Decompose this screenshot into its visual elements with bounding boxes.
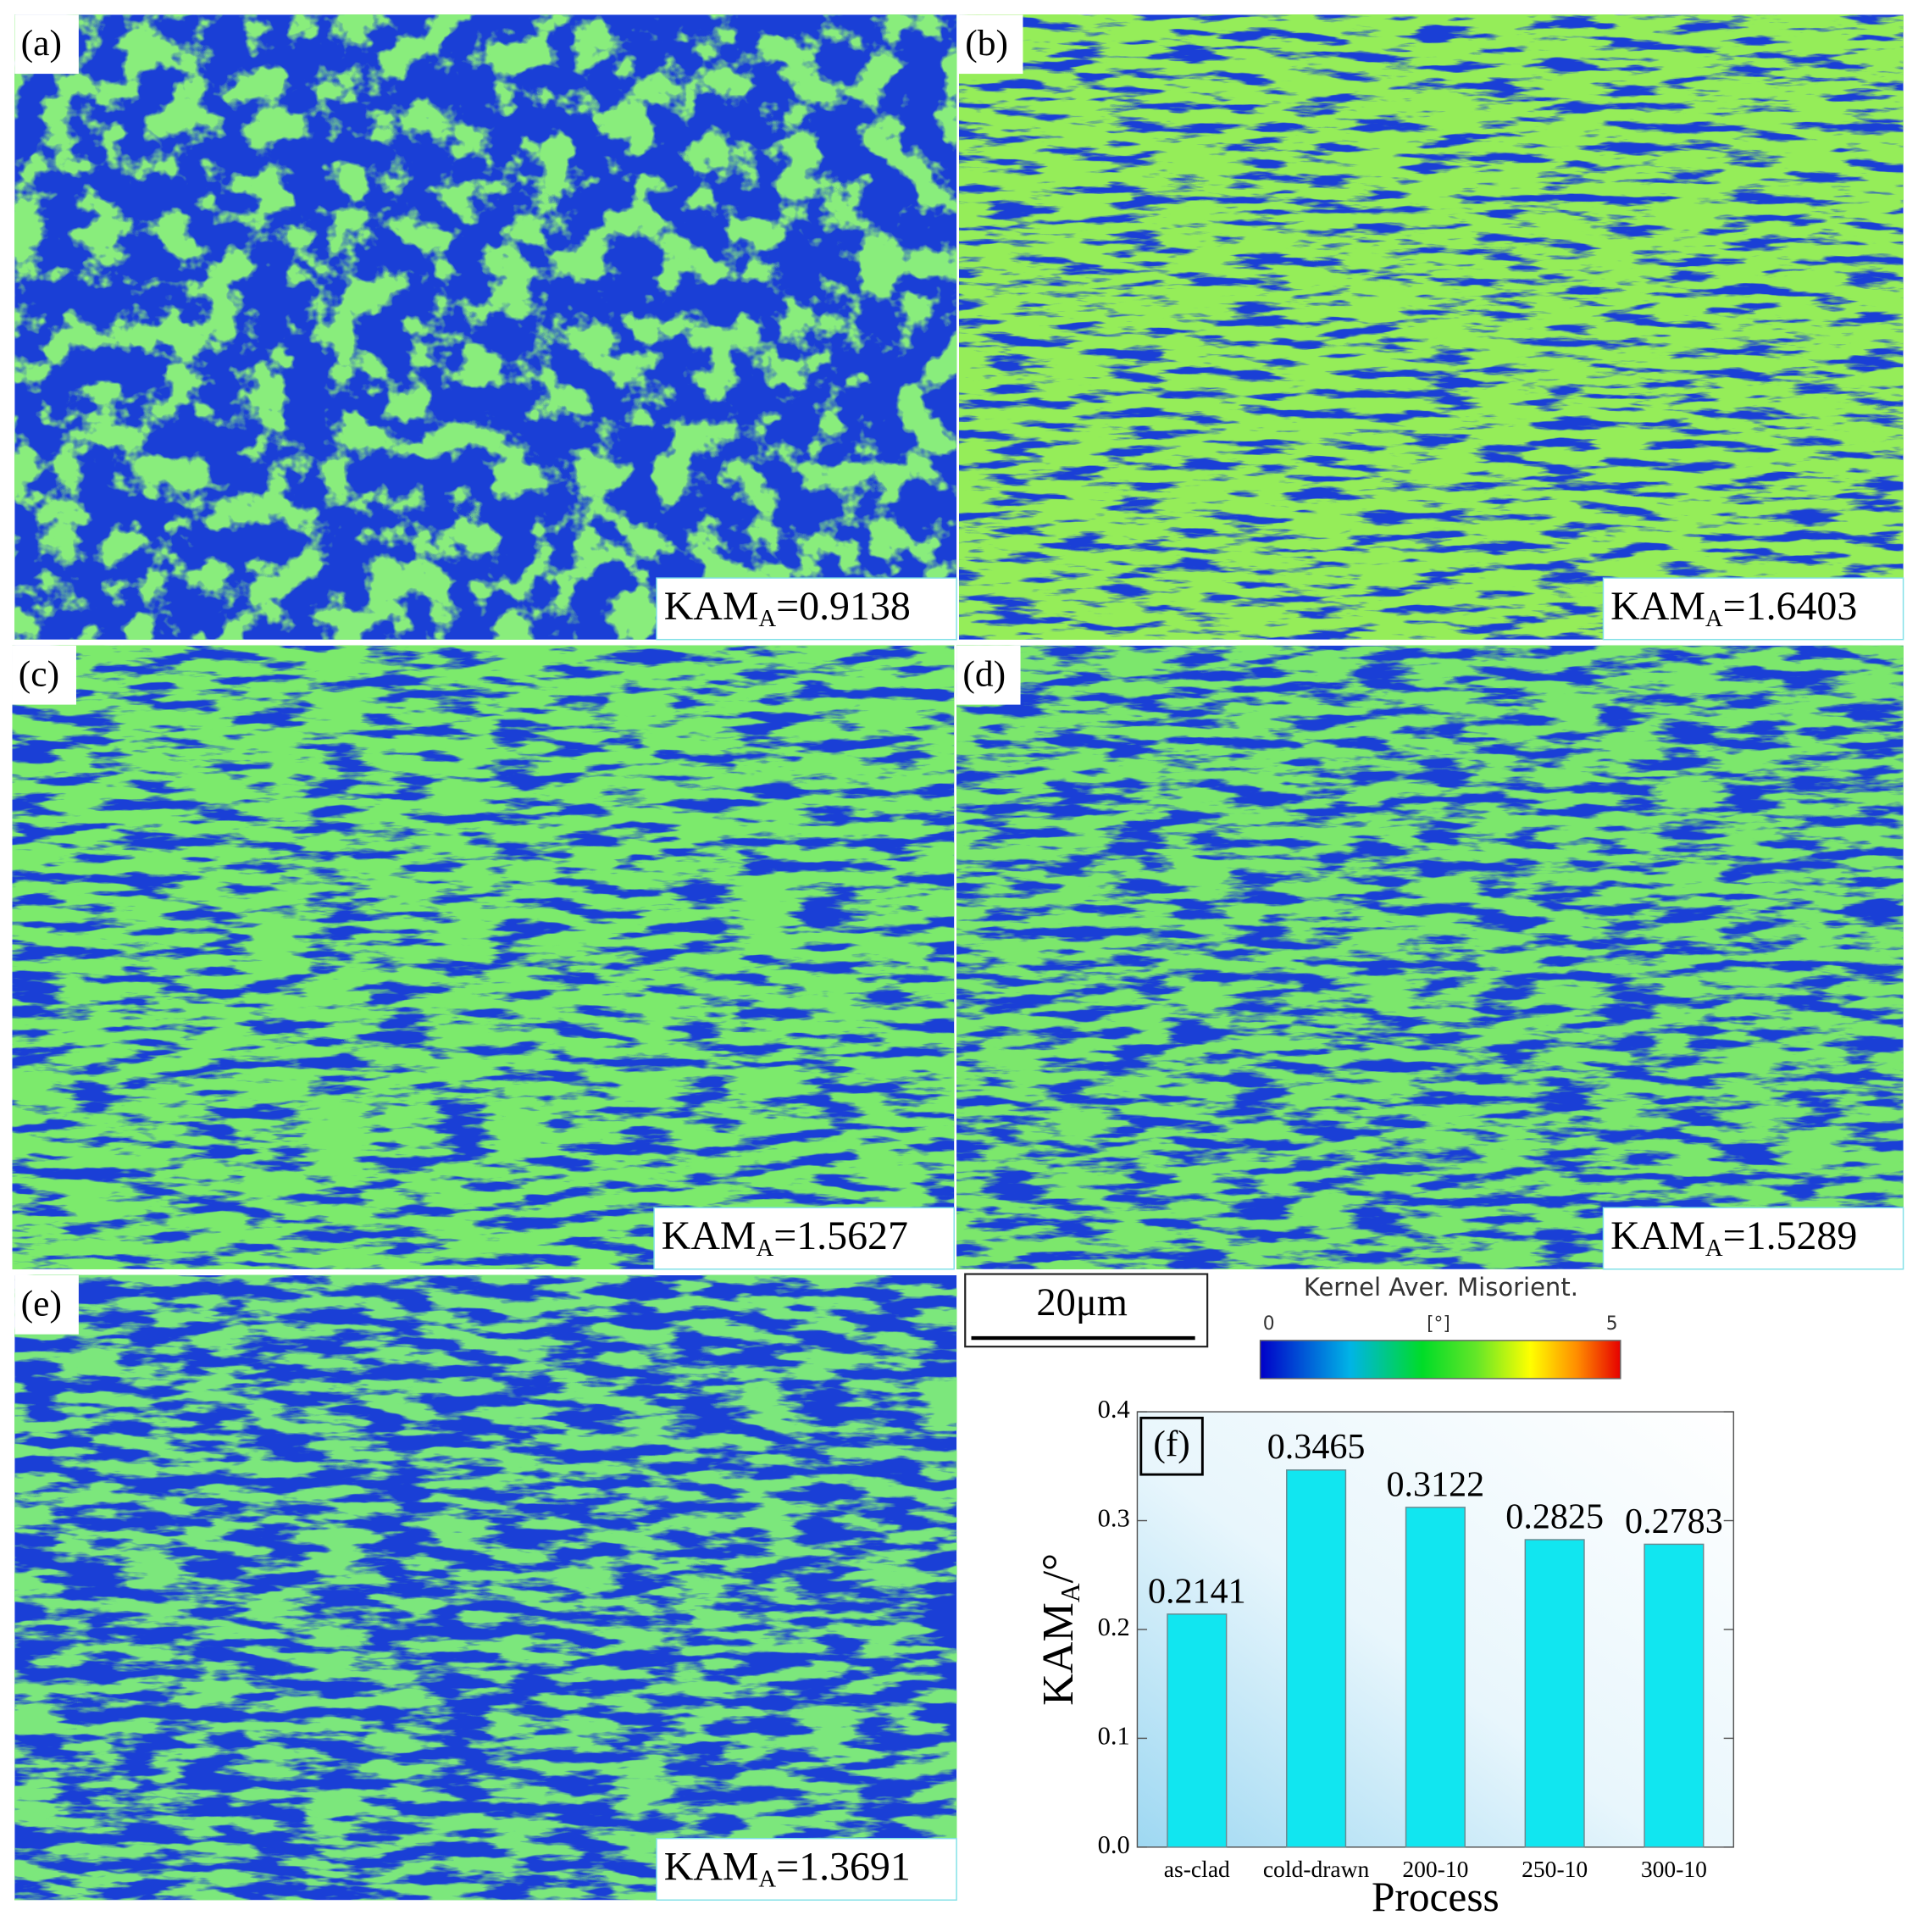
y-axis-title-main: KAM [1034, 1602, 1083, 1706]
kam-label-main: KAM [662, 1213, 757, 1258]
bar [1167, 1613, 1228, 1848]
y-tick-label: 0.2 [1098, 1613, 1130, 1641]
scale-bar: 20μm [964, 1273, 1209, 1348]
bar [1524, 1539, 1585, 1848]
y-axis-title: KAMA/° [1034, 1553, 1085, 1706]
colorbar-title: Kernel Aver. Misorient. [1304, 1273, 1578, 1302]
map-texture [956, 645, 1904, 1269]
kam-label-sub: A [1705, 1234, 1723, 1261]
panel-label: (a) [21, 23, 62, 64]
value-label: 0.2825 [1505, 1497, 1604, 1536]
bar [1286, 1469, 1347, 1848]
bar [1405, 1507, 1466, 1848]
panel-label: (c) [19, 654, 59, 695]
kam-label-sub: A [758, 1865, 776, 1892]
map-texture [959, 14, 1904, 640]
y-tick-label: 0.1 [1098, 1721, 1130, 1750]
kam-label-sub: A [757, 1234, 774, 1261]
x-tick-label: cold-drawn [1263, 1856, 1370, 1882]
ebsd-map-panel: (b) KAMA=1.6403 [959, 14, 1904, 641]
y-axis-title-suffix: /° [1034, 1553, 1083, 1583]
ebsd-map-panel: (e) KAMA=1.3691 [14, 1274, 957, 1901]
panel-label-box [1139, 1416, 1204, 1476]
y-axis-title-sub: A [1056, 1583, 1085, 1602]
kam-label-suffix: =1.3691 [776, 1844, 911, 1889]
value-label: 0.3122 [1387, 1465, 1485, 1504]
x-tick-label: 250-10 [1522, 1856, 1588, 1882]
kam-label: KAMA=1.3691 [664, 1844, 911, 1892]
kam-label-main: KAM [1610, 584, 1705, 629]
kam-label-box [656, 577, 957, 641]
scale-bar-label: 20μm [1036, 1281, 1127, 1324]
kam-label-main: KAM [1610, 1213, 1705, 1258]
kam-label-main: KAM [664, 1844, 759, 1889]
ebsd-map-panel: (c) KAMA=1.5627 [12, 645, 955, 1270]
map-texture [14, 14, 957, 640]
panel-label-box [959, 14, 1023, 75]
kam-label: KAMA=1.6403 [1610, 584, 1857, 632]
colorbar-min: 0 [1263, 1313, 1275, 1335]
x-tick-label: 300-10 [1641, 1856, 1707, 1882]
ebsd-map-panel: (a) KAMA=0.9138 [14, 14, 957, 641]
bar [1644, 1543, 1705, 1848]
panel-label-box [14, 14, 79, 75]
panel-label-box [956, 645, 1021, 705]
kam-label: KAMA=1.5627 [662, 1213, 908, 1262]
panel-label: (e) [21, 1284, 62, 1324]
kam-label-suffix: =0.9138 [776, 584, 911, 629]
panel-label-box [14, 1274, 79, 1335]
colorbar-unit: [°] [1427, 1313, 1450, 1335]
kam-label: KAMA=0.9138 [664, 584, 911, 632]
kam-label-suffix: =1.5289 [1723, 1213, 1858, 1258]
x-tick-label: 200-10 [1402, 1856, 1468, 1882]
x-axis-title: Process [1372, 1874, 1499, 1920]
panel-label: (f) [1153, 1424, 1189, 1464]
colorbar-scale [1259, 1340, 1621, 1380]
kam-label: KAMA=1.5289 [1610, 1213, 1857, 1262]
kam-label-box [656, 1837, 957, 1901]
colorbar-max: 5 [1606, 1313, 1618, 1335]
y-tick-label: 0.0 [1098, 1830, 1130, 1859]
panel-label: (d) [962, 654, 1006, 695]
panel-label: (b) [965, 23, 1008, 64]
scale-bar-box [964, 1273, 1209, 1348]
colorbar: Kernel Aver. Misorient. 0 [°] 5 [1259, 1273, 1621, 1380]
kam-label-box [1602, 1207, 1904, 1270]
ebsd-map-panel: (d) KAMA=1.5289 [956, 645, 1904, 1270]
value-label: 0.2141 [1148, 1572, 1246, 1611]
panel-label-box [12, 645, 76, 705]
map-texture [14, 1274, 957, 1901]
x-tick-label: as-clad [1164, 1856, 1230, 1882]
kam-label-box [653, 1207, 955, 1270]
y-tick-label: 0.4 [1098, 1395, 1130, 1424]
kam-label-suffix: =1.5627 [773, 1213, 908, 1258]
value-label: 0.2783 [1625, 1502, 1723, 1541]
map-texture [12, 645, 955, 1269]
kam-label-suffix: =1.6403 [1723, 584, 1858, 629]
kam-label-sub: A [758, 604, 776, 631]
kam-label-sub: A [1705, 604, 1723, 631]
value-label: 0.3465 [1267, 1428, 1366, 1467]
kam-label-main: KAM [664, 584, 759, 629]
kam-label-box [1602, 577, 1904, 641]
y-tick-label: 0.3 [1098, 1504, 1130, 1533]
bar-chart: 0.0 0.1 0.2 0.3 0.4 0.2141 as-clad 0.3465 cold-d… [1034, 1395, 1735, 1920]
